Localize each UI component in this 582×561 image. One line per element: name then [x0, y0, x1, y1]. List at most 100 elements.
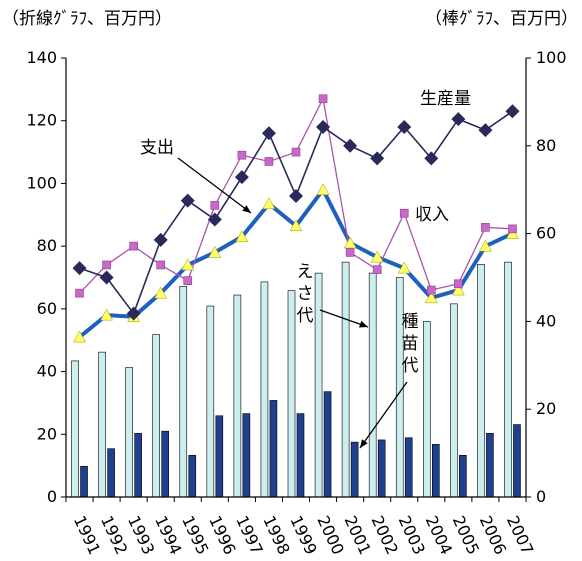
- right-tick-label: 80: [536, 136, 556, 155]
- production-point-1993: [126, 306, 141, 321]
- seed-annotation-char: 苗: [402, 334, 419, 354]
- expense-point-1996: [208, 245, 222, 258]
- seed-bar-1991: [80, 465, 88, 498]
- markers-group: [72, 94, 520, 343]
- income-point-1991: [75, 288, 84, 298]
- feed-bar-2005: [450, 303, 458, 498]
- feed-bar-2007: [504, 261, 512, 498]
- right-tick-label: 40: [536, 311, 556, 330]
- production-point-2007: [505, 104, 520, 119]
- seed-bar-1993: [134, 433, 142, 498]
- feed-arrow-head: [359, 320, 368, 328]
- income-point-1998: [264, 157, 274, 166]
- right-tick-label: 100: [536, 48, 567, 67]
- feed-bar-1994: [152, 334, 161, 498]
- right-tick-label: 60: [536, 224, 556, 243]
- bars-group: [71, 261, 521, 498]
- seed-bar-1995: [188, 454, 197, 498]
- income-point-2007: [508, 224, 517, 234]
- feed-bar-2006: [477, 264, 485, 498]
- seed-bar-2006: [486, 433, 494, 498]
- income-point-2006: [481, 223, 490, 232]
- feed-bar-2004: [422, 321, 431, 498]
- production-point-2001: [343, 138, 358, 153]
- income-annotation: 収入: [415, 205, 449, 225]
- left-tick-label: 40: [37, 362, 57, 381]
- feed-bar-2002: [368, 272, 377, 498]
- production-point-2002: [370, 151, 385, 166]
- income-point-1992: [102, 260, 111, 270]
- left-tick-label: 80: [37, 236, 57, 255]
- income-point-1993: [129, 241, 138, 251]
- expense-point-2006: [478, 239, 492, 252]
- production-point-2005: [451, 112, 466, 127]
- expense-arrow: [177, 157, 252, 214]
- left-tick-label: 140: [26, 48, 57, 67]
- feed-bar-1991: [71, 360, 79, 498]
- expense-point-1995: [181, 258, 195, 271]
- feed-arrow: [319, 309, 369, 328]
- feed-bar-1996: [206, 305, 215, 498]
- feed-bar-1993: [125, 367, 133, 498]
- seed-bar-2007: [513, 424, 521, 498]
- seed-bar-2003: [404, 437, 413, 498]
- production-point-2006: [478, 123, 493, 138]
- feed-bar-2000: [314, 272, 323, 498]
- expense-point-1991: [73, 330, 86, 343]
- income-point-1996: [210, 201, 220, 210]
- seed-bar-1998: [269, 400, 278, 498]
- feed-bar-1997: [233, 294, 242, 498]
- seed-bar-2001: [350, 441, 359, 498]
- feed-bar-1992: [98, 351, 106, 498]
- income-point-1999: [291, 147, 301, 157]
- expense-arrow-head: [242, 205, 251, 213]
- seed-annotation-char: 代: [402, 356, 419, 376]
- feed-bar-2001: [341, 261, 350, 498]
- expense-point-2005: [451, 283, 465, 296]
- production-point-1994: [153, 232, 168, 247]
- seed-bar-2000: [323, 391, 332, 498]
- production-point-1992: [99, 270, 114, 285]
- expense-point-1999: [289, 219, 303, 232]
- axes-group: [65, 58, 527, 498]
- expense-point-1994: [154, 286, 168, 299]
- seed-bar-1994: [161, 430, 170, 498]
- right-tick-label: 0: [536, 487, 546, 506]
- left-axis-unit: （折線ｸﾞﾗﾌ、百万円）: [2, 9, 172, 29]
- expense-point-2000: [316, 183, 330, 195]
- right-axis-unit: （棒ｸﾞﾗﾌ、百万円）: [425, 9, 578, 29]
- production-point-1991: [72, 261, 87, 276]
- income-point-2005: [454, 279, 463, 289]
- income-point-2004: [426, 285, 436, 295]
- income-point-2001: [345, 248, 355, 257]
- seed-bar-1992: [107, 448, 115, 498]
- ticks-group: 0204060801001201400204060801001991199219…: [26, 48, 566, 558]
- production-annotation: 生産量: [420, 89, 471, 109]
- seed-annotation-char: 種: [402, 312, 419, 332]
- income-point-1997: [237, 150, 247, 160]
- seed-bar-1996: [215, 415, 224, 498]
- income-point-2000: [318, 94, 328, 104]
- feed-annotation-char: え: [297, 262, 314, 282]
- x-tick-label-2007: 2007: [503, 513, 537, 558]
- production-point-1996: [207, 212, 222, 227]
- income-point-1994: [156, 260, 166, 270]
- seed-arrow: [359, 381, 408, 449]
- feed-bar-1999: [287, 290, 296, 498]
- feed-bar-1995: [179, 285, 188, 498]
- expense-point-2002: [370, 250, 384, 263]
- seed-bar-1999: [296, 413, 305, 498]
- production-point-2003: [397, 119, 412, 134]
- left-tick-label: 100: [26, 173, 57, 192]
- seed-arrow-head: [360, 439, 368, 448]
- income-point-1995: [183, 276, 193, 285]
- left-tick-label: 0: [47, 487, 57, 506]
- left-tick-label: 60: [37, 299, 57, 318]
- seed-bar-2005: [459, 454, 467, 498]
- expense-point-2003: [397, 261, 411, 274]
- left-tick-label: 120: [26, 111, 57, 130]
- expense-point-1998: [262, 197, 276, 210]
- feed-annotation-char: さ: [297, 284, 314, 304]
- seed-bar-2004: [431, 444, 440, 498]
